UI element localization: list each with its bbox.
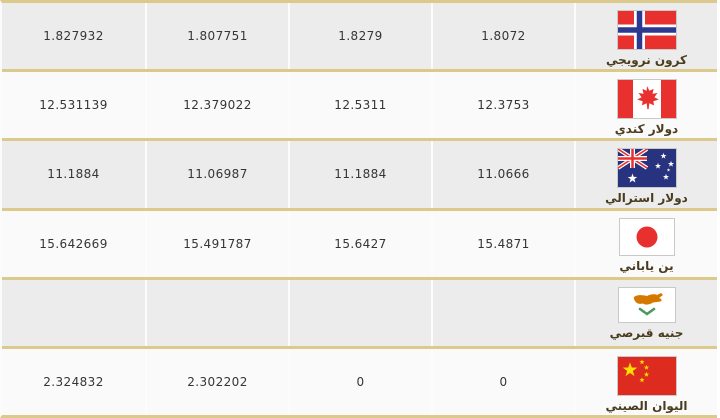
rate-cell [431, 279, 574, 346]
norway-flag-icon [616, 10, 677, 50]
currency-cell: كرون نرويجي [574, 3, 717, 70]
currency-cell: اليوان الصيني [574, 348, 717, 416]
currency-cell: دولار استرالي [574, 141, 717, 208]
rate-cell: 2.324832 [2, 348, 145, 416]
china-flag-icon [616, 355, 677, 396]
rate-cell: 0 [431, 348, 574, 416]
rate-cell: 12.379022 [145, 72, 288, 139]
rate-cell: 15.491787 [145, 210, 288, 277]
rate-cell: 12.531139 [2, 72, 145, 139]
table-row: 11.1884 11.06987 11.1884 11.0666 [2, 138, 717, 208]
cyprus-flag-icon [617, 286, 676, 323]
rate-cell [2, 279, 145, 346]
currency-name: دولار كندي [614, 122, 679, 137]
rate-cell: 15.642669 [2, 210, 145, 277]
rate-cell: 11.1884 [288, 141, 431, 208]
currency-name: جنيه قبرصي [609, 325, 684, 340]
rate-cell: 1.807751 [145, 3, 288, 70]
table-row: 2.324832 2.302202 0 0 اليوان الصيني [2, 345, 717, 416]
japan-flag-icon [618, 217, 675, 256]
rate-cell: 15.6427 [288, 210, 431, 277]
currency-name: كرون نرويجي [605, 53, 688, 67]
rate-cell: 2.302202 [145, 348, 288, 416]
currency-cell: جنيه قبرصي [574, 279, 717, 346]
rate-cell: 12.3753 [431, 72, 574, 139]
table-row: 15.642669 15.491787 15.6427 15.4871 ين ي… [2, 207, 717, 277]
currency-name: دولار استرالي [605, 191, 688, 206]
rate-cell: 1.8279 [288, 3, 431, 70]
australia-flag-icon [616, 148, 677, 189]
canada-flag-icon [616, 79, 677, 120]
rate-cell: 11.1884 [2, 141, 145, 208]
rate-cell: 1.827932 [2, 3, 145, 70]
rate-cell: 11.06987 [145, 141, 288, 208]
rate-cell: 12.5311 [288, 72, 431, 139]
currency-cell: ين ياباني [574, 210, 717, 277]
currency-name: اليوان الصيني [605, 398, 688, 413]
table-row: 1.827932 1.807751 1.8279 1.8072 كرون نرو… [2, 3, 717, 70]
rate-cell [145, 279, 288, 346]
table-row: جنيه قبرصي [2, 276, 717, 346]
rate-cell: 0 [288, 348, 431, 416]
currency-name: ين ياباني [619, 258, 674, 273]
rate-cell: 15.4871 [431, 210, 574, 277]
table-row: 12.531139 12.379022 12.5311 12.3753 دولا… [2, 69, 717, 139]
rate-cell: 1.8072 [431, 3, 574, 70]
currency-cell: دولار كندي [574, 72, 717, 139]
rate-cell: 11.0666 [431, 141, 574, 208]
rate-cell [288, 279, 431, 346]
